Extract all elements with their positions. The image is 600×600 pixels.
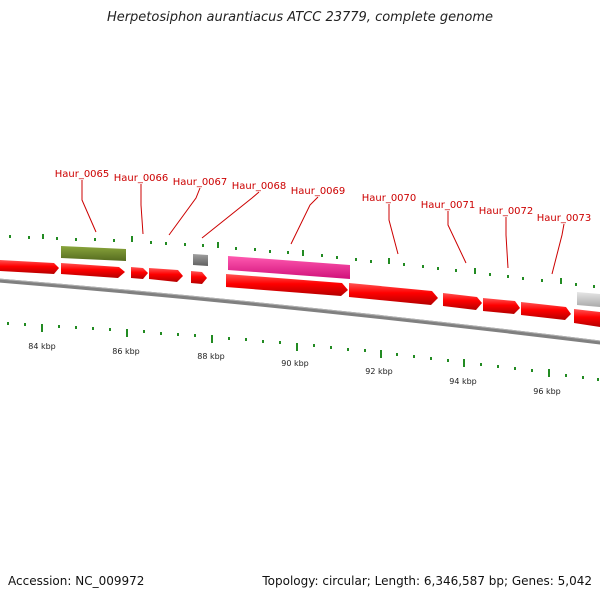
gene-label[interactable]: Haur_0067 (173, 177, 228, 188)
gene-feature-olive[interactable] (61, 246, 126, 261)
gene-label[interactable]: Haur_0069 (291, 186, 346, 197)
gene-arrow[interactable] (574, 309, 600, 327)
forward-strand-track (0, 260, 600, 327)
gene-label[interactable]: Haur_0068 (232, 181, 287, 192)
scale-tick-track (7, 322, 599, 381)
leader-lines (81, 180, 565, 275)
gene-label[interactable]: Haur_0066 (114, 173, 169, 184)
gene-feature-light[interactable] (577, 292, 600, 307)
gene-label[interactable]: Haur_0065 (55, 169, 110, 180)
scale-label: 92 kbp (365, 367, 393, 376)
reverse-strand-track (61, 246, 600, 307)
genome-summary-text: Topology: circular; Length: 6,346,587 bp… (262, 574, 592, 588)
gene-arrow[interactable] (191, 271, 207, 284)
scale-label: 86 kbp (112, 347, 140, 356)
gene-arrow[interactable] (349, 283, 438, 305)
scale-label: 84 kbp (28, 342, 56, 351)
genome-backbone (0, 278, 600, 345)
gene-arrow[interactable] (521, 302, 571, 320)
map-title: Herpetosiphon aurantiacus ATCC 23779, co… (106, 10, 494, 25)
gene-label[interactable]: Haur_0073 (537, 213, 592, 224)
scale-label: 96 kbp (533, 387, 561, 396)
gene-label[interactable]: Haur_0071 (421, 200, 476, 211)
outer-tick-track (9, 234, 595, 288)
gene-label-group: Haur_0065 Haur_0066 Haur_0067 Haur_0068 … (55, 169, 592, 224)
scale-label: 88 kbp (197, 352, 225, 361)
gene-arrow[interactable] (483, 298, 520, 314)
gene-feature-gray[interactable] (193, 254, 208, 266)
gene-arrow[interactable] (149, 268, 183, 282)
scale-label: 90 kbp (281, 359, 309, 368)
gene-arrow[interactable] (226, 274, 348, 296)
gene-arrow[interactable] (131, 267, 148, 279)
accession-text: Accession: NC_009972 (8, 574, 145, 588)
gene-feature-magenta[interactable] (228, 256, 350, 279)
gene-arrow[interactable] (0, 260, 59, 274)
gene-arrow[interactable] (443, 293, 482, 310)
gene-label[interactable]: Haur_0072 (479, 206, 534, 217)
scale-label-group: 84 kbp 86 kbp 88 kbp 90 kbp 92 kbp 94 kb… (28, 342, 561, 396)
scale-label: 94 kbp (449, 377, 477, 386)
gene-arrow[interactable] (61, 263, 125, 278)
gene-label[interactable]: Haur_0070 (362, 193, 417, 204)
